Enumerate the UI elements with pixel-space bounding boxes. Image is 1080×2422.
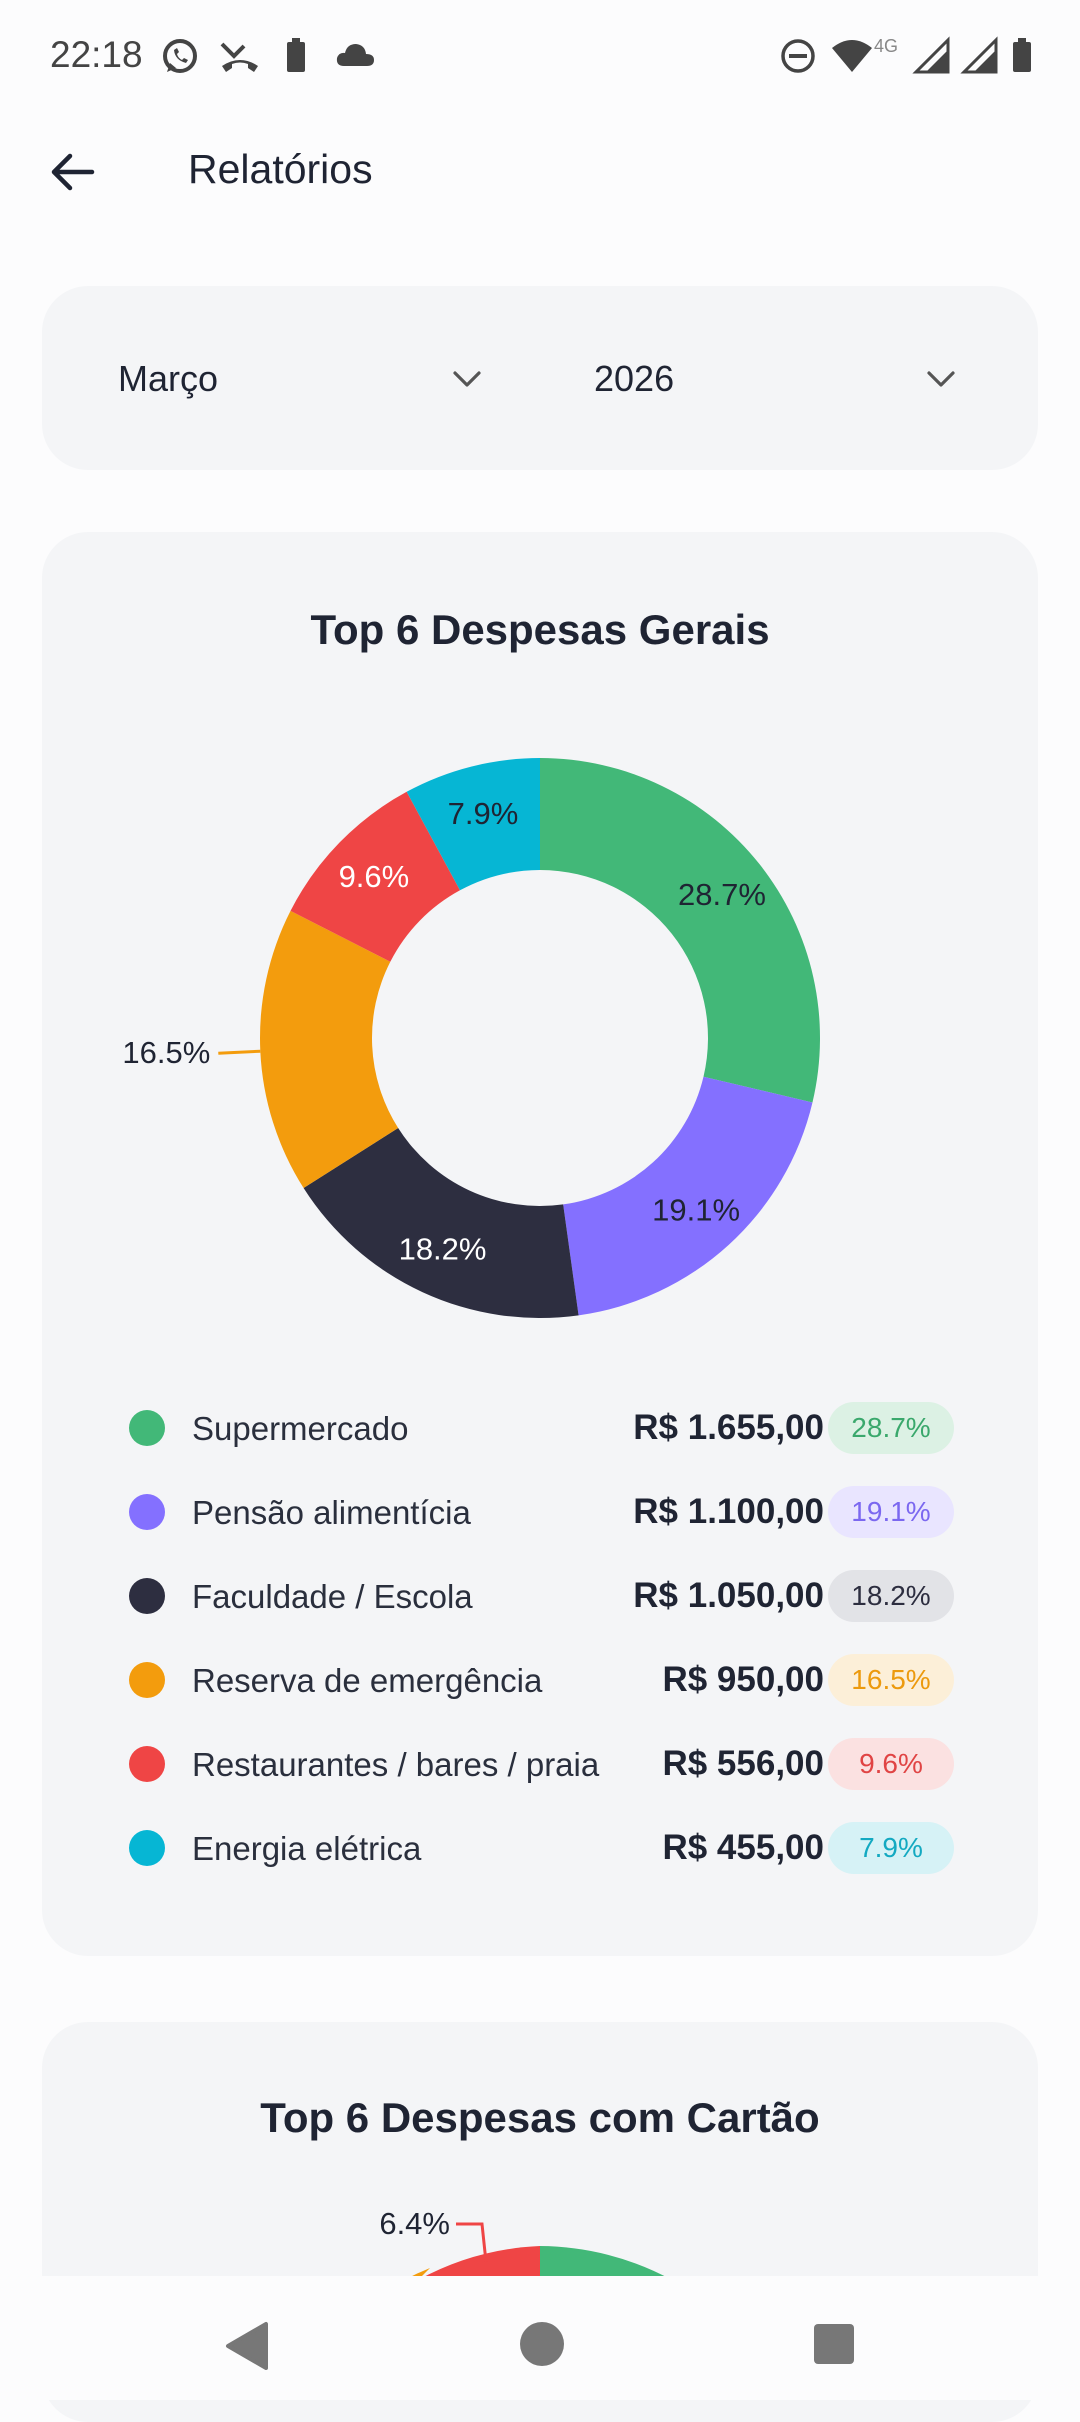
donut-label-supermercado: 28.7% (678, 877, 766, 912)
legend-color-dot (129, 1578, 165, 1614)
legend-row: Supermercado R$ 1.655,00 28.7% (124, 1398, 954, 1458)
legend-color-dot (129, 1662, 165, 1698)
dnd-icon (781, 39, 815, 73)
arrow-left-icon[interactable] (48, 148, 96, 196)
legend-row: Reserva de emergência R$ 950,00 16.5% (124, 1650, 954, 1710)
legend-color-dot (129, 1494, 165, 1530)
chevron-down-icon (453, 371, 481, 387)
donut-slice-supermercado (540, 758, 821, 1103)
legend-category-name: Reserva de emergência (192, 1662, 543, 1699)
page-title: Relatórios (188, 146, 373, 192)
legend-row: Energia elétrica R$ 455,00 7.9% (124, 1818, 954, 1878)
donut-label-energia: 7.9% (448, 796, 519, 831)
card-expenses-donut-chart: 6.4% (379, 2206, 672, 2280)
legend-color-dot (129, 1410, 165, 1446)
card-donut-label: 6.4% (379, 2206, 450, 2241)
battery-icon (1013, 38, 1031, 72)
legend-amount: R$ 556,00 (662, 1744, 824, 1783)
legend-amount: R$ 1.100,00 (633, 1492, 824, 1531)
chevron-down-icon (927, 371, 955, 387)
donut-slice-energia (406, 758, 540, 891)
year-value: 2026 (594, 358, 675, 399)
donut-slice-pensao (563, 1076, 813, 1316)
legend-category-name: Energia elétrica (192, 1830, 422, 1867)
year-dropdown[interactable]: 2026 (594, 340, 966, 420)
legend-category-name: Pensão alimentícia (192, 1494, 471, 1531)
legend-row: Restaurantes / bares / praia R$ 556,00 9.6… (124, 1734, 954, 1794)
card-donut-leader-line (456, 2222, 488, 2263)
legend-category-name: Supermercado (192, 1410, 409, 1447)
general-expenses-title: Top 6 Despesas Gerais (310, 606, 770, 653)
signal-icon (960, 36, 998, 74)
whatsapp-icon (163, 39, 197, 73)
network-type-label: 4G (874, 36, 899, 56)
legend-percent-badge: 7.9% (828, 1822, 954, 1874)
nav-home-icon[interactable] (518, 2320, 566, 2368)
signal-icon (912, 36, 950, 74)
donut-leader-line-reserva (218, 1049, 261, 1055)
card-expenses-title: Top 6 Despesas com Cartão (260, 2094, 820, 2141)
donut-slice-faculdade (303, 1128, 579, 1318)
legend-amount: R$ 1.655,00 (633, 1408, 824, 1447)
legend-amount: R$ 1.050,00 (633, 1576, 824, 1615)
legend-amount: R$ 950,00 (662, 1660, 824, 1699)
legend-amount: R$ 455,00 (662, 1828, 824, 1867)
month-dropdown[interactable]: Março (118, 340, 490, 420)
cloud-icon (336, 44, 374, 66)
status-bar: 22:18 4G (0, 0, 1080, 110)
legend-percent-badge: 28.7% (828, 1402, 954, 1454)
month-value: Março (118, 358, 219, 399)
nav-recents-icon[interactable] (812, 2322, 856, 2366)
legend-color-dot (129, 1746, 165, 1782)
card-donut-slice-green (540, 2246, 672, 2280)
donut-label-restaurantes: 9.6% (339, 859, 410, 894)
donut-slice-reserva (260, 910, 399, 1189)
battery-saver-icon (287, 38, 305, 72)
legend-row: Faculdade / Escola R$ 1.050,00 18.2% (124, 1566, 954, 1626)
legend-percent-badge: 18.2% (828, 1570, 954, 1622)
legend-category-name: Restaurantes / bares / praia (192, 1746, 600, 1783)
donut-label-faculdade: 18.2% (399, 1232, 487, 1267)
donut-slice-restaurantes (290, 791, 460, 962)
missed-call-icon (220, 42, 258, 72)
general-expenses-donut-chart: 28.7% 19.1% 18.2% 16.5% 9.6% 7.9% (122, 758, 821, 1318)
legend-row: Pensão alimentícia R$ 1.100,00 19.1% (124, 1482, 954, 1542)
donut-label-reserva: 16.5% (122, 1035, 210, 1070)
wifi-icon (832, 40, 872, 72)
card-donut-slice-red (418, 2246, 540, 2280)
legend-percent-badge: 19.1% (828, 1486, 954, 1538)
donut-label-pensao: 19.1% (652, 1193, 740, 1228)
legend-percent-badge: 9.6% (828, 1738, 954, 1790)
filter-card (42, 286, 1038, 470)
legend-color-dot (129, 1830, 165, 1866)
legend-category-name: Faculdade / Escola (192, 1578, 473, 1615)
navigation-bar (0, 2276, 1080, 2400)
legend-percent-badge: 16.5% (828, 1654, 954, 1706)
status-time: 22:18 (50, 34, 143, 75)
nav-back-icon[interactable] (222, 2320, 270, 2372)
